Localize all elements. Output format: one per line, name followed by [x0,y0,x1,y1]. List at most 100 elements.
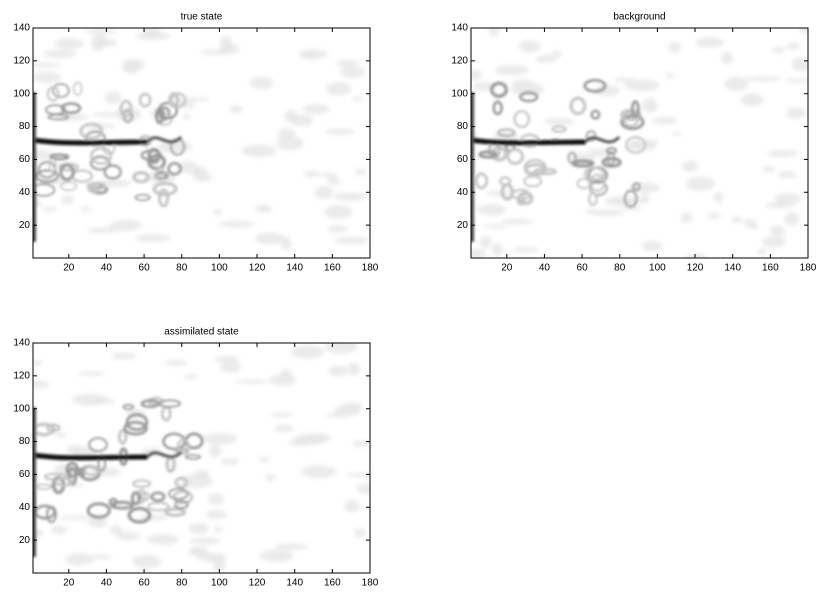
y-tick-label: 20 [19,220,31,231]
blob [78,371,106,376]
blob [135,32,171,40]
blob [483,224,509,229]
texture [471,28,808,258]
eddy [584,166,606,182]
eddy [86,502,111,519]
eddy [134,193,151,202]
eddy [54,477,74,487]
blob [756,248,768,255]
blob [479,236,492,249]
blob [175,97,211,102]
eddy [138,92,152,108]
eddy [590,109,601,120]
inflow-edge [471,92,474,242]
blob [205,510,228,519]
eddy [87,184,100,194]
jet-tail [146,135,183,144]
eddy [630,100,640,118]
jet [471,137,586,146]
y-tick-label: 60 [19,154,31,165]
blob [188,522,209,534]
blob [219,361,241,373]
x-tick-label: 180 [800,263,817,274]
eddy [620,108,642,121]
blob [219,220,256,228]
blob [672,131,682,137]
x-tick-label: 20 [501,263,513,274]
blob [66,445,82,454]
blob [341,402,363,412]
eddy [601,156,622,168]
blob [344,499,360,513]
blob [746,76,782,82]
blob [771,46,785,54]
panel-title: background [613,12,665,23]
eddy [130,491,142,506]
blob [72,393,108,406]
blob [613,77,636,82]
blob [495,65,529,76]
blob [621,206,642,211]
eddy [122,403,135,411]
eddy [79,122,104,140]
blob [784,212,799,226]
eddy [583,78,607,93]
eddy [73,81,83,96]
blob [352,440,370,447]
blob [241,144,276,158]
eddy [48,157,57,173]
eddy [506,148,524,165]
x-tick-label: 40 [539,263,551,274]
blob [254,204,272,213]
blob [290,345,325,359]
blob [208,493,225,505]
blob [284,109,298,124]
blob [328,365,348,377]
x-tick-label: 60 [577,263,589,274]
blob [488,28,500,37]
x-tick-label: 40 [101,263,113,274]
x-tick-label: 80 [176,263,188,274]
blob [347,362,360,376]
y-tick-label: 40 [19,187,31,198]
y-tick-label: 140 [451,23,468,34]
eddy [52,83,70,98]
eddy [589,173,606,192]
eddy [123,420,148,436]
y-tick-label: 120 [13,370,30,381]
eddy [605,146,618,155]
blob [588,148,609,158]
eddy [132,479,152,489]
eddy [606,151,615,166]
y-tick-label: 20 [457,220,469,231]
x-tick-label: 60 [139,263,151,274]
blob [132,554,162,569]
panel-title: true state [181,12,223,23]
x-tick-label: 180 [362,578,379,589]
blob [491,242,504,256]
eddy [147,153,167,171]
blob [303,171,320,177]
eddy [499,176,512,186]
x-tick-label: 160 [324,263,341,274]
field-image [33,28,370,258]
blob [762,165,775,173]
blob [707,213,722,219]
eddy [117,428,128,445]
blob [354,168,367,176]
eddy [164,507,187,518]
blob [303,104,331,115]
blob [324,205,353,219]
eddy [174,500,189,510]
blob [354,528,366,538]
eddy [110,500,135,510]
eddy [155,167,166,182]
blob [165,359,188,366]
eddy [33,183,56,197]
eddy [622,110,640,128]
eddy [49,153,70,161]
eddy [89,155,111,171]
jet [33,137,148,146]
y-tick-label: 120 [451,55,468,66]
